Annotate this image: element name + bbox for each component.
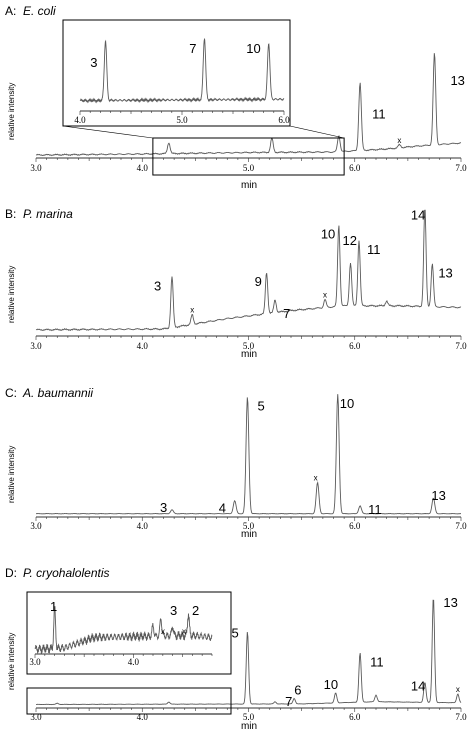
panel-d-inset-peak-label: 1 xyxy=(50,599,57,614)
panel-d-ylabel: relative intensity xyxy=(7,633,16,690)
panel-a-inset-tick-label: 5.0 xyxy=(176,115,188,125)
panel-d-inset-peak-label: 3 xyxy=(170,603,177,618)
panel-a-chart: 3.0 4.0 5.0 6.0 7.0 11 x 13 4.0 5.0 6.0 3 7 10 xyxy=(30,19,467,176)
panel-d-peak-label: 13 xyxy=(443,595,457,610)
panel-d-peak-label: 11 xyxy=(370,655,384,670)
panel-a-inset-tick-label: 6.0 xyxy=(278,115,290,125)
panel-b-peak-label: 13 xyxy=(438,265,452,280)
panel-a-tick-label: 6.0 xyxy=(349,163,361,173)
panel-a-unknown-marker: x xyxy=(397,136,401,145)
panel-b-peak-label: 10 xyxy=(321,227,335,242)
panel-d-peak-label: 10 xyxy=(324,677,338,692)
panel-c-chart: 3.0 4.0 5.0 6.0 7.0 3 4 5 x 10 11 13 xyxy=(30,394,467,531)
panel-b-letter: B: xyxy=(5,207,16,221)
panel-a-inset-frame xyxy=(62,19,291,127)
panel-c-unknown-marker: x xyxy=(314,474,318,483)
panel-a-xlabel: min xyxy=(241,180,257,191)
panel-a-zoom-connector xyxy=(289,125,345,139)
panel-c-peak-label: 13 xyxy=(431,488,445,503)
panel-c-peak-label: 10 xyxy=(340,396,354,411)
panel-d-peak-label: 5 xyxy=(231,625,238,640)
panel-a-tick-label: 5.0 xyxy=(243,163,255,173)
panel-a-inset-peak-label: 7 xyxy=(189,41,196,56)
panel-d-inset-unknown-marker: x xyxy=(182,627,186,636)
panel-d-zoom-window xyxy=(26,687,232,715)
panel-b-ylabel: relative intensity xyxy=(7,266,16,323)
panel-c-tick-label: 4.0 xyxy=(137,521,149,531)
panel-d-unknown-marker: x xyxy=(456,685,460,694)
panel-c-tick-label: 7.0 xyxy=(455,521,467,531)
panel-c-peak-label: 5 xyxy=(257,399,264,414)
panel-a-tick-label: 4.0 xyxy=(137,163,149,173)
panel-b-tick-label: 7.0 xyxy=(455,341,467,351)
panel-d-tick-label: 6.0 xyxy=(349,712,361,722)
panel-c-tick-label: 5.0 xyxy=(243,521,255,531)
panel-c-tick-label: 6.0 xyxy=(349,521,361,531)
panel-a-inset-peak-label: 10 xyxy=(246,41,260,56)
panel-b-unknown-marker: x xyxy=(323,291,327,300)
panel-a-inset-trace xyxy=(79,37,285,104)
panel-c-xlabel: min xyxy=(241,529,257,540)
panel-c-organism: A. baumannii xyxy=(22,386,93,400)
panel-a-peak-label: 13 xyxy=(450,73,464,88)
panel-d-peak-label: 6 xyxy=(294,682,301,697)
panel-c-peak-label: 3 xyxy=(160,500,167,515)
panel-d-tick-label: 3.0 xyxy=(30,712,42,722)
panel-d-tick-label: 7.0 xyxy=(455,712,467,722)
panel-d-letter: D: xyxy=(5,566,17,580)
panel-b-tick-label: 4.0 xyxy=(137,341,149,351)
panel-b-xlabel: min xyxy=(241,349,257,360)
panel-b-unknown-marker: x xyxy=(190,306,194,315)
panel-b-peak-label: 14 xyxy=(411,207,425,222)
panel-a-ylabel: relative intensity xyxy=(7,83,16,140)
panel-c-trace xyxy=(35,394,462,515)
panel-c-peak-label: 4 xyxy=(219,501,226,516)
panel-d-tick-label: 4.0 xyxy=(137,712,149,722)
panel-a-inset-peak-label: 3 xyxy=(90,55,97,70)
panel-d-trace xyxy=(35,599,462,706)
panel-d-peak-label: 14 xyxy=(411,679,425,694)
panel-a-trace xyxy=(35,53,462,157)
panel-b-peak-label: 9 xyxy=(255,274,262,289)
panel-b-tick-label: 6.0 xyxy=(349,341,361,351)
panel-b-peak-label: 11 xyxy=(367,242,381,257)
panel-b-tick-label: 3.0 xyxy=(30,341,42,351)
panel-c-peak-label: 11 xyxy=(368,502,382,517)
panel-c-letter: C: xyxy=(5,386,17,400)
panel-d-inset-tick-label: 4.0 xyxy=(128,657,140,667)
panel-d-inset-trace xyxy=(34,606,213,654)
panel-a-zoom-connector xyxy=(62,125,153,139)
panel-d-inset-peak-label: 2 xyxy=(192,603,199,618)
panel-b-trace xyxy=(35,209,462,332)
panel-a-organism: E. coli xyxy=(23,4,56,18)
panel-b-peak-label: 3 xyxy=(154,278,161,293)
panel-b-peak-label: 12 xyxy=(343,233,357,248)
panel-a-peak-label: 11 xyxy=(372,107,386,122)
panel-a-letter: A: xyxy=(5,4,16,18)
panel-d-organism: P. cryohalolentis xyxy=(23,566,110,580)
panel-d-inset-unknown-marker: x xyxy=(161,627,165,636)
panel-b-tick-label: 5.0 xyxy=(243,341,255,351)
panel-a-tick-label: 7.0 xyxy=(455,163,467,173)
panel-c-ylabel: relative intensity xyxy=(7,446,16,503)
panel-b-chart: 3.0 4.0 5.0 6.0 7.0 3 x 9 7 x 10 11 14 13 12 xyxy=(30,207,467,351)
panel-a-tick-label: 3.0 xyxy=(30,163,42,173)
panel-d-peak-label: 7 xyxy=(285,694,292,709)
panel-d-tick-label: 5.0 xyxy=(243,712,255,722)
panel-b-peak-label: 7 xyxy=(283,306,290,321)
panel-d-xlabel: min xyxy=(241,721,257,732)
panel-a-inset-tick-label: 4.0 xyxy=(74,115,86,125)
panel-a-zoom-window xyxy=(152,137,345,176)
panel-d-inset-tick-label: 3.0 xyxy=(29,657,41,667)
panel-c-tick-label: 3.0 xyxy=(30,521,42,531)
panel-b-organism: P. marina xyxy=(23,207,73,221)
